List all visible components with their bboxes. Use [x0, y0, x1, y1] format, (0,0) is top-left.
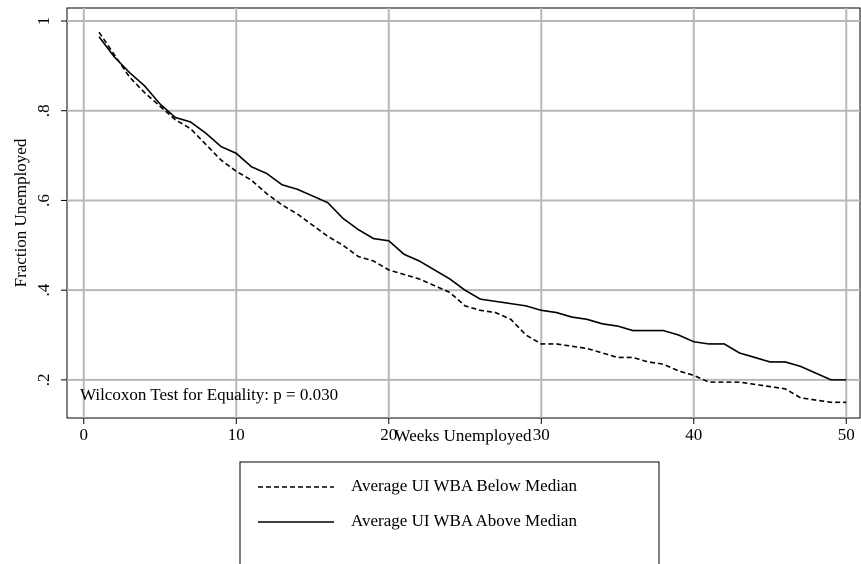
y-tick-label: .6 — [34, 194, 53, 207]
line-series — [98, 36, 847, 381]
annotation: Wilcoxon Test for Equality: p = 0.030 — [80, 385, 338, 404]
x-tick-label: 0 — [80, 425, 89, 444]
y-tick-label: .8 — [34, 104, 53, 117]
x-axis-label: Weeks Unemployed — [395, 426, 532, 445]
plot-frame — [66, 7, 861, 419]
y-axis-label: Fraction Unemployed — [11, 138, 30, 287]
x-tick-label: 10 — [228, 425, 245, 444]
x-tick-label: 50 — [838, 425, 855, 444]
x-tick-label: 20 — [380, 425, 397, 444]
x-tick-label: 30 — [533, 425, 550, 444]
y-tick-label: 1 — [34, 17, 53, 26]
legend-box — [239, 461, 660, 564]
legend-label: Average UI WBA Below Median — [351, 476, 577, 495]
legend-label: Average UI WBA Above Median — [351, 511, 577, 530]
line-series — [98, 31, 847, 404]
y-tick-label: .4 — [34, 283, 53, 296]
x-tick-label: 40 — [685, 425, 702, 444]
y-tick-label: .2 — [34, 373, 53, 386]
